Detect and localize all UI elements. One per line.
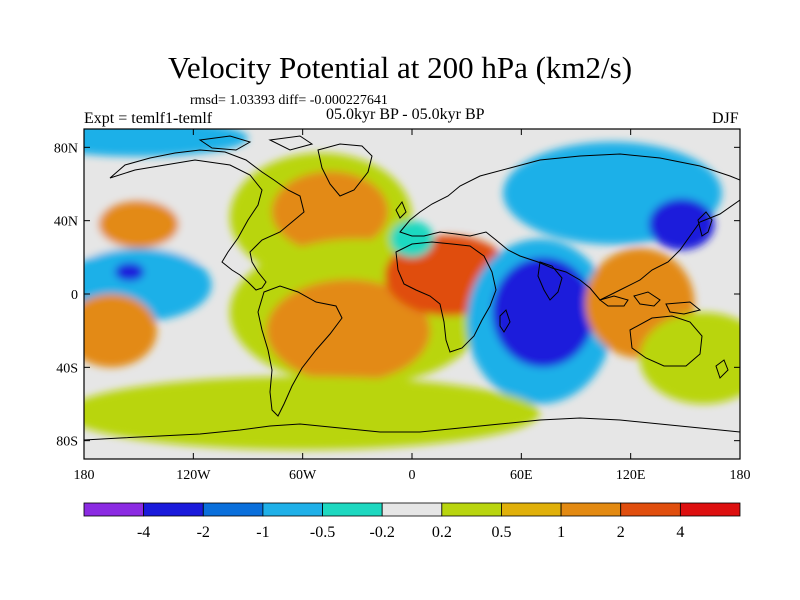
region-south-atlantic-core [266,279,431,382]
period-label: 05.0kyr BP - 05.0kyr BP [326,106,485,123]
y-tick-label: 40S [56,361,78,376]
region-indian-ocean-core [492,257,595,368]
colorbar-swatch [262,502,323,517]
region-southern-ocean [84,376,540,450]
colorbar-label: 1 [557,524,565,541]
x-axis: 180 120W 60W 0 60E 120E 180 [74,129,751,483]
region-south-pacific-high [639,312,740,404]
colorbar: -4 -2 -1 -0.5 -0.2 0.2 0.5 1 2 4 [83,502,741,541]
stats-line: rmsd= 1.03393 diff= -0.000227641 [190,93,388,108]
region-north-pacific-core [98,200,179,249]
x-tick-label: 60E [510,468,533,483]
region-arctic-neg [84,129,248,157]
region-south-pacific-core [84,294,157,368]
colorbar-label: -0.2 [370,524,395,541]
colorbar-label: -0.5 [310,524,335,541]
plot-title: Velocity Potential at 200 hPa (km2/s) [167,50,633,85]
colorbar-swatch [441,502,502,517]
colorbar-label: 0.5 [491,524,511,541]
colorbar-label: -2 [197,524,210,541]
x-tick-label: 180 [730,468,751,483]
colorbar-label: -4 [137,524,150,541]
region-tropical-pacific-core [114,262,145,282]
colorbar-swatch [560,502,622,517]
x-tick-label: 60W [289,468,317,483]
region-north-atlantic-core [271,171,389,252]
colorbar-label: 0.2 [432,524,452,541]
colorbar-label: 4 [676,524,684,541]
x-tick-label: 120W [176,468,211,483]
y-tick-label: 0 [71,288,78,303]
y-tick-label: 40N [54,215,78,230]
map-plot-area [84,129,740,459]
region-japan-core [648,198,715,250]
colorbar-swatch [381,502,443,517]
x-tick-label: 120E [616,468,646,483]
coastlines [84,135,740,441]
colorbar-swatch [143,502,204,517]
colorbar-swatch [83,502,145,517]
colorbar-swatch [322,502,383,517]
y-axis: 80N 40N 0 40S 80S [54,141,740,450]
region-africa-core [433,277,471,311]
colorbar-swatch [202,502,264,517]
colorbar-label: 2 [617,524,625,541]
experiment-label: Expt = temlf1-temlf [84,110,213,127]
colorbar-swatch [501,502,562,517]
x-tick-label: 180 [74,468,95,483]
region-mediterranean-neg [390,220,434,258]
season-label: DJF [712,110,739,127]
colorbar-label: -1 [256,524,269,541]
y-tick-label: 80N [54,141,78,156]
y-tick-label: 80S [56,435,78,450]
x-tick-label: 0 [409,468,416,483]
colorbar-swatch [679,502,741,517]
colorbar-swatch [620,502,681,517]
